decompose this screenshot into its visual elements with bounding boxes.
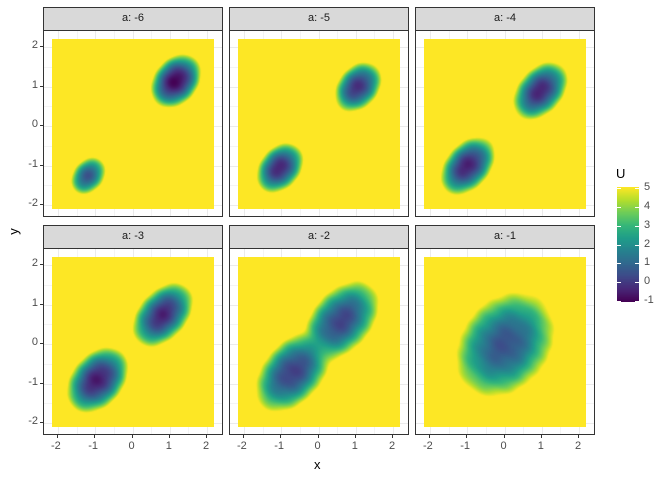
facet-strip: a: -1 <box>415 225 595 249</box>
x-tick <box>206 435 207 438</box>
facet-strip: a: -5 <box>229 7 409 31</box>
x-tick-label: -2 <box>237 440 247 452</box>
y-tick <box>40 164 43 166</box>
legend-tick <box>617 206 621 208</box>
x-tick <box>429 435 430 438</box>
legend-tick <box>617 225 621 227</box>
x-tick-label: -1 <box>88 440 99 452</box>
legend-tick <box>617 244 621 246</box>
x-tick <box>131 435 133 438</box>
y-tick <box>40 382 43 384</box>
x-tick <box>243 435 244 438</box>
legend-tick <box>635 206 639 208</box>
heatmap-tile-layer <box>424 257 586 427</box>
legend-tick-label: 4 <box>644 199 651 212</box>
legend-colorbar <box>617 187 639 302</box>
y-tick-label: -1 <box>28 375 38 388</box>
x-tick-label: 0 <box>128 440 135 452</box>
legend-tick <box>617 263 621 265</box>
x-tick <box>578 435 579 438</box>
x-tick <box>540 435 542 438</box>
facet-strip: a: -3 <box>43 225 223 249</box>
x-tick-label: -1 <box>460 440 471 452</box>
y-tick-label: -2 <box>28 197 38 209</box>
x-tick-label: 1 <box>165 440 172 452</box>
y-tick <box>40 264 43 265</box>
facet-panel <box>43 30 223 217</box>
legend-tick-label: 0 <box>644 275 651 288</box>
y-tick-label: 0 <box>31 336 38 348</box>
facet-panel <box>229 248 409 435</box>
heatmap-tile-layer <box>238 257 400 427</box>
legend-tick <box>617 301 621 302</box>
y-tick <box>40 125 43 126</box>
legend-tick <box>635 263 639 265</box>
legend-tick <box>635 244 639 246</box>
y-tick <box>40 85 43 87</box>
x-tick-label: 2 <box>203 440 210 452</box>
x-tick-label: 2 <box>575 440 582 452</box>
y-tick <box>40 343 43 344</box>
x-tick <box>168 435 170 438</box>
y-tick <box>40 422 43 423</box>
heatmap-tile-layer <box>52 257 214 427</box>
legend-tick-label: -1 <box>644 294 654 306</box>
x-tick-label: 0 <box>500 440 507 452</box>
y-tick-label: 1 <box>31 78 38 91</box>
y-tick-label: 1 <box>31 296 38 309</box>
facet-panel <box>43 248 223 435</box>
y-tick-label: -1 <box>28 157 38 170</box>
legend-tick <box>635 225 639 227</box>
x-tick <box>354 435 356 438</box>
y-tick-label: 0 <box>31 118 38 130</box>
legend-tick-label: 1 <box>644 256 651 269</box>
x-tick <box>466 435 468 438</box>
x-tick <box>94 435 96 438</box>
legend-tick <box>635 282 639 284</box>
legend-tick <box>617 282 621 284</box>
x-tick-label: 0 <box>314 440 321 452</box>
facet-panel <box>229 30 409 217</box>
x-tick-label: -2 <box>423 440 433 452</box>
legend-tick-label: 5 <box>644 181 651 193</box>
y-tick <box>40 303 43 305</box>
heatmap-tile-layer <box>424 39 586 209</box>
x-tick-label: 2 <box>389 440 396 452</box>
x-tick <box>317 435 319 438</box>
legend-tick-label: 2 <box>644 237 651 250</box>
facet-strip: a: -4 <box>415 7 595 31</box>
x-tick-label: -2 <box>51 440 61 452</box>
y-tick-label: 2 <box>31 257 38 269</box>
legend-tick-label: 3 <box>644 218 651 231</box>
heatmap-tile-layer <box>52 39 214 209</box>
y-tick <box>40 46 43 47</box>
facet-strip: a: -2 <box>229 225 409 249</box>
legend-tick <box>617 188 621 189</box>
heatmap-tile-layer <box>238 39 400 209</box>
x-tick <box>392 435 393 438</box>
x-tick <box>57 435 58 438</box>
legend-tick <box>635 301 639 302</box>
y-tick-label: 2 <box>31 39 38 51</box>
x-tick <box>503 435 505 438</box>
legend-tick <box>635 188 639 189</box>
facet-panel <box>415 30 595 217</box>
facet-panel <box>415 248 595 435</box>
x-tick-label: 1 <box>351 440 358 452</box>
y-tick-label: -2 <box>28 415 38 427</box>
legend-title: U <box>616 166 626 181</box>
x-tick-label: 1 <box>537 440 544 452</box>
x-tick-label: -1 <box>274 440 285 452</box>
x-axis-title: x <box>314 457 321 472</box>
y-tick <box>40 204 43 205</box>
x-tick <box>280 435 282 438</box>
y-axis-title: y <box>5 228 21 235</box>
facet-strip: a: -6 <box>43 7 223 31</box>
